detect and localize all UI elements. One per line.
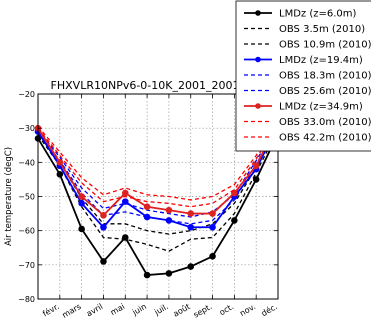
data-point — [187, 263, 195, 270]
x-tick-label: févr. — [41, 301, 61, 318]
data-point — [100, 258, 107, 265]
legend-label: LMDz (z=6.0m) — [279, 9, 357, 20]
series-line — [37, 129, 279, 252]
legend-label: LMDz (z=34.9m) — [279, 102, 363, 113]
x-tick-label: nov. — [238, 302, 257, 318]
data-point — [209, 210, 216, 217]
x-tick-label: sept. — [192, 302, 214, 320]
x-tick-label: mars — [61, 302, 83, 320]
legend-marker — [255, 10, 261, 16]
legend-label: OBS 25.6m (2010) — [279, 86, 371, 97]
series-line — [37, 126, 279, 225]
data-point — [56, 159, 64, 166]
x-tick-label: juil. — [152, 302, 170, 317]
data-point — [187, 223, 195, 231]
legend-label: OBS 42.2m (2010) — [279, 133, 371, 144]
data-point — [100, 223, 107, 231]
legend-label: LMDz (z=19.4m) — [279, 55, 363, 66]
y-tick-label: −70 — [18, 261, 35, 270]
y-tick-label: −40 — [18, 158, 35, 167]
series-5 — [37, 126, 279, 225]
legend-marker — [255, 103, 261, 109]
data-point — [78, 193, 85, 200]
data-point — [252, 176, 260, 183]
y-axis-label: Air temperature (degC) — [4, 147, 14, 246]
series-1 — [34, 129, 282, 279]
data-point — [121, 189, 129, 197]
y-tick-label: −80 — [18, 295, 35, 304]
y-tick-label: −50 — [18, 193, 35, 202]
data-point — [78, 200, 85, 207]
data-point — [143, 271, 151, 279]
legend-label: OBS 18.3m (2010) — [279, 71, 371, 82]
y-tick-label: −30 — [18, 124, 35, 133]
legend-label: OBS 10.9m (2010) — [279, 40, 371, 51]
data-point — [165, 206, 173, 214]
data-point — [209, 252, 216, 260]
data-point — [56, 170, 64, 178]
series-line — [37, 122, 279, 208]
data-point — [252, 162, 260, 170]
series-8 — [37, 122, 279, 208]
legend-label: OBS 3.5m (2010) — [279, 24, 365, 35]
data-point — [209, 223, 216, 231]
data-point — [143, 203, 151, 211]
data-point — [231, 217, 238, 224]
x-tick-label: août — [172, 302, 192, 319]
legend-marker — [255, 56, 261, 63]
chart-title: FHXVLR10NPv6-0-10K_2001_2001 — [51, 79, 240, 92]
x-tick-label: déc. — [259, 301, 279, 318]
x-tick-label: mai — [109, 302, 126, 317]
series-2 — [37, 129, 279, 252]
x-tick-label: oct. — [218, 302, 235, 317]
data-point — [78, 225, 85, 233]
x-tick-label: juin — [130, 302, 148, 318]
series-line — [37, 132, 279, 277]
x-tick-label: avril — [85, 302, 105, 318]
data-point — [187, 210, 195, 217]
legend: LMDz (z=6.0m) OBS 3.5m (2010) OBS 10.9m (2… — [235, 0, 371, 152]
y-tick-label: −60 — [18, 227, 35, 236]
data-point — [100, 211, 107, 219]
data-point — [231, 189, 238, 197]
series-line — [37, 122, 279, 217]
data-point — [165, 270, 173, 277]
legend-box — [235, 0, 371, 152]
y-tick-label: −20 — [18, 90, 35, 99]
legend-label: OBS 33.0m (2010) — [279, 117, 371, 128]
data-point — [121, 198, 129, 205]
